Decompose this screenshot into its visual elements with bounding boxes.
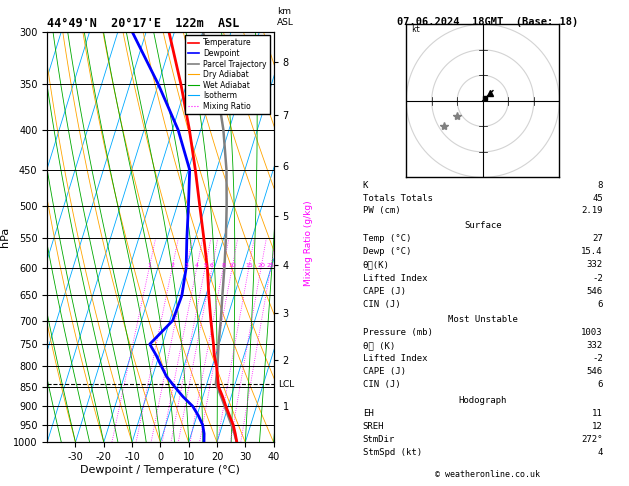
Text: 272°: 272°: [581, 435, 603, 444]
Text: SREH: SREH: [363, 422, 384, 431]
Text: Mixing Ratio (g/kg): Mixing Ratio (g/kg): [304, 200, 313, 286]
Text: 11: 11: [592, 409, 603, 418]
Text: 2.19: 2.19: [581, 206, 603, 215]
Text: CIN (J): CIN (J): [363, 380, 400, 389]
Text: CAPE (J): CAPE (J): [363, 367, 406, 376]
Text: StmDir: StmDir: [363, 435, 395, 444]
Text: θᴇ(K): θᴇ(K): [363, 260, 389, 269]
Text: 3: 3: [184, 263, 188, 268]
Text: -2: -2: [592, 274, 603, 282]
Text: 6: 6: [598, 300, 603, 309]
Text: Dewp (°C): Dewp (°C): [363, 247, 411, 256]
Text: EH: EH: [363, 409, 374, 418]
Text: 1003: 1003: [581, 329, 603, 337]
X-axis label: Dewpoint / Temperature (°C): Dewpoint / Temperature (°C): [81, 465, 240, 475]
Text: 546: 546: [587, 287, 603, 296]
Y-axis label: hPa: hPa: [0, 227, 10, 247]
Text: Totals Totals: Totals Totals: [363, 193, 433, 203]
Text: CIN (J): CIN (J): [363, 300, 400, 309]
Text: 27: 27: [592, 234, 603, 243]
Text: 332: 332: [587, 341, 603, 350]
Legend: Temperature, Dewpoint, Parcel Trajectory, Dry Adiabat, Wet Adiabat, Isotherm, Mi: Temperature, Dewpoint, Parcel Trajectory…: [185, 35, 270, 114]
Text: 07.06.2024  18GMT  (Base: 18): 07.06.2024 18GMT (Base: 18): [397, 17, 578, 27]
Text: © weatheronline.co.uk: © weatheronline.co.uk: [435, 469, 540, 479]
Text: 332: 332: [587, 260, 603, 269]
Text: km
ASL: km ASL: [277, 7, 294, 27]
Text: 6: 6: [598, 380, 603, 389]
Text: Hodograph: Hodograph: [459, 396, 507, 405]
Text: 15: 15: [245, 263, 253, 268]
Text: kt: kt: [411, 25, 421, 34]
Text: Lifted Index: Lifted Index: [363, 354, 427, 364]
Text: 45: 45: [592, 193, 603, 203]
Text: K: K: [363, 181, 368, 191]
Text: -2: -2: [592, 354, 603, 364]
Text: CAPE (J): CAPE (J): [363, 287, 406, 296]
Text: 2: 2: [170, 263, 174, 268]
Text: LCL: LCL: [278, 380, 294, 388]
Text: Temp (°C): Temp (°C): [363, 234, 411, 243]
Text: Lifted Index: Lifted Index: [363, 274, 427, 282]
Text: PW (cm): PW (cm): [363, 206, 400, 215]
Text: 12: 12: [592, 422, 603, 431]
Text: 10: 10: [228, 263, 236, 268]
Text: Pressure (mb): Pressure (mb): [363, 329, 433, 337]
Text: Surface: Surface: [464, 221, 501, 230]
Text: 20: 20: [257, 263, 265, 268]
Text: 546: 546: [587, 367, 603, 376]
Text: StmSpd (kt): StmSpd (kt): [363, 448, 422, 457]
Text: 4: 4: [598, 448, 603, 457]
Text: 1: 1: [147, 263, 151, 268]
Text: 25: 25: [267, 263, 275, 268]
Text: 15.4: 15.4: [581, 247, 603, 256]
Text: θᴇ (K): θᴇ (K): [363, 341, 395, 350]
Text: 4: 4: [195, 263, 199, 268]
Text: 5: 5: [203, 263, 207, 268]
Text: 8: 8: [221, 263, 225, 268]
Text: Most Unstable: Most Unstable: [448, 315, 518, 325]
Text: 6: 6: [210, 263, 214, 268]
Text: 8: 8: [598, 181, 603, 191]
Text: 44°49'N  20°17'E  122m  ASL: 44°49'N 20°17'E 122m ASL: [47, 17, 240, 31]
